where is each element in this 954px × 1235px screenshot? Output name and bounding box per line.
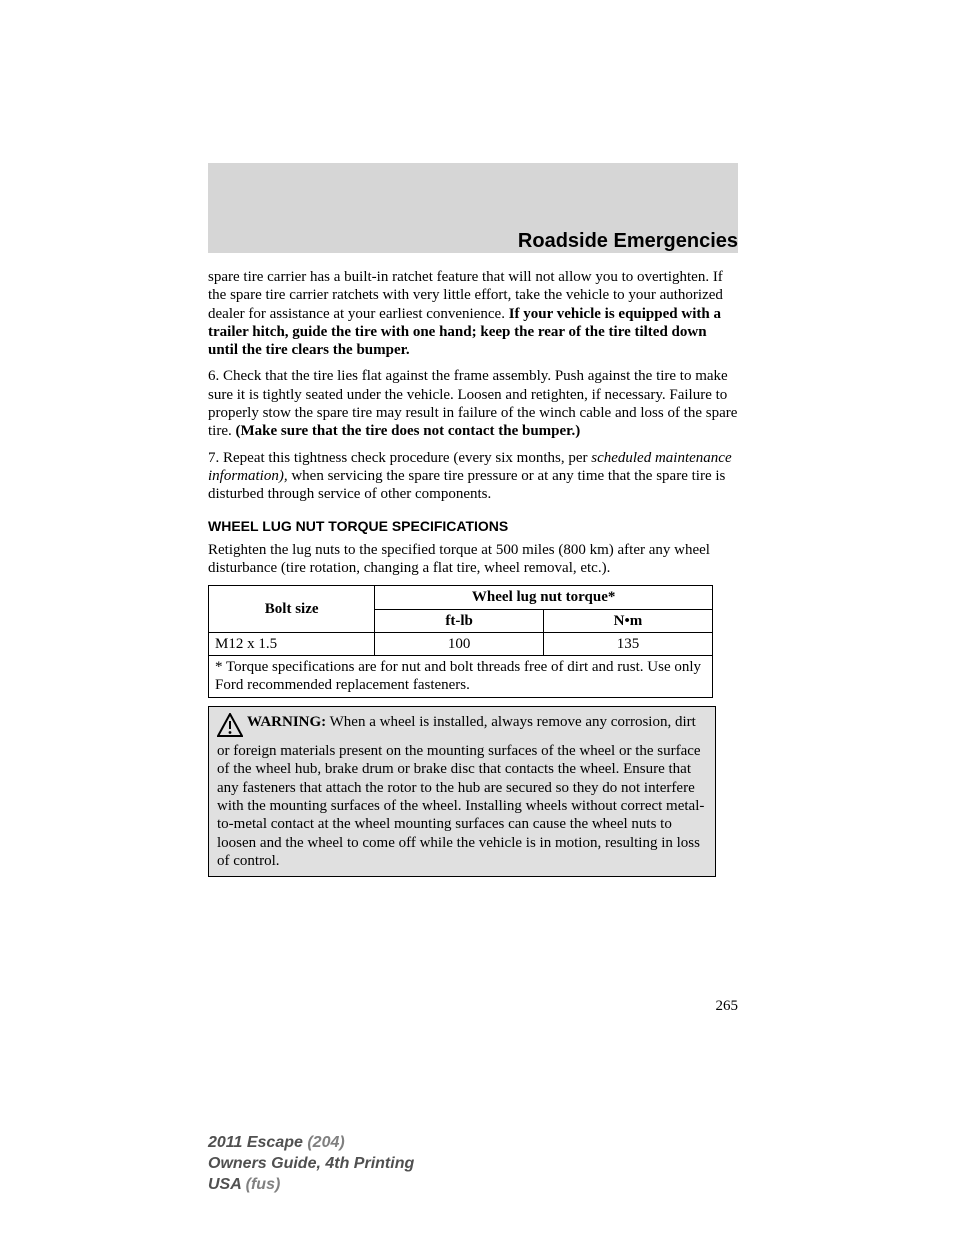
warning-label: WARNING: bbox=[247, 714, 326, 730]
footer-model: 2011 Escape bbox=[208, 1134, 307, 1151]
table-row: Bolt size Wheel lug nut torque* bbox=[209, 586, 713, 609]
table-row: M12 x 1.5 100 135 bbox=[209, 632, 713, 655]
torque-heading: WHEEL LUG NUT TORQUE SPECIFICATIONS bbox=[208, 518, 738, 535]
para3-a: 7. Repeat this tightness check procedure… bbox=[208, 450, 591, 466]
table-row: * Torque specifications are for nut and … bbox=[209, 656, 713, 698]
torque-table: Bolt size Wheel lug nut torque* ft-lb N•… bbox=[208, 585, 713, 697]
td-ftlb: 100 bbox=[375, 632, 544, 655]
footer-line2: Owners Guide, 4th Printing bbox=[208, 1154, 414, 1175]
paragraph-1: spare tire carrier has a built-in ratche… bbox=[208, 268, 738, 359]
footer-line3: USA (fus) bbox=[208, 1175, 414, 1196]
footer: 2011 Escape (204) Owners Guide, 4th Prin… bbox=[208, 1133, 414, 1195]
td-footnote: * Torque specifications are for nut and … bbox=[209, 656, 713, 698]
th-bolt-size: Bolt size bbox=[209, 586, 375, 633]
para2-bold: (Make sure that the tire does not contac… bbox=[236, 423, 581, 439]
footer-fus: (fus) bbox=[246, 1176, 281, 1193]
th-torque: Wheel lug nut torque* bbox=[375, 586, 713, 609]
footer-line1: 2011 Escape (204) bbox=[208, 1133, 414, 1154]
footer-usa: USA bbox=[208, 1176, 246, 1193]
warning-text: When a wheel is installed, always remove… bbox=[217, 714, 704, 869]
paragraph-4: Retighten the lug nuts to the specified … bbox=[208, 541, 738, 578]
td-nm: 135 bbox=[543, 632, 712, 655]
warning-icon bbox=[217, 713, 243, 742]
th-nm: N•m bbox=[543, 609, 712, 632]
warning-box: WARNING: When a wheel is installed, alwa… bbox=[208, 706, 716, 877]
paragraph-3: 7. Repeat this tightness check procedure… bbox=[208, 449, 738, 504]
paragraph-2: 6. Check that the tire lies flat against… bbox=[208, 367, 738, 440]
page-number: 265 bbox=[208, 998, 738, 1015]
section-title: Roadside Emergencies bbox=[208, 230, 738, 253]
th-ftlb: ft-lb bbox=[375, 609, 544, 632]
footer-code: (204) bbox=[307, 1134, 344, 1151]
page-content: spare tire carrier has a built-in ratche… bbox=[208, 268, 738, 877]
td-bolt: M12 x 1.5 bbox=[209, 632, 375, 655]
